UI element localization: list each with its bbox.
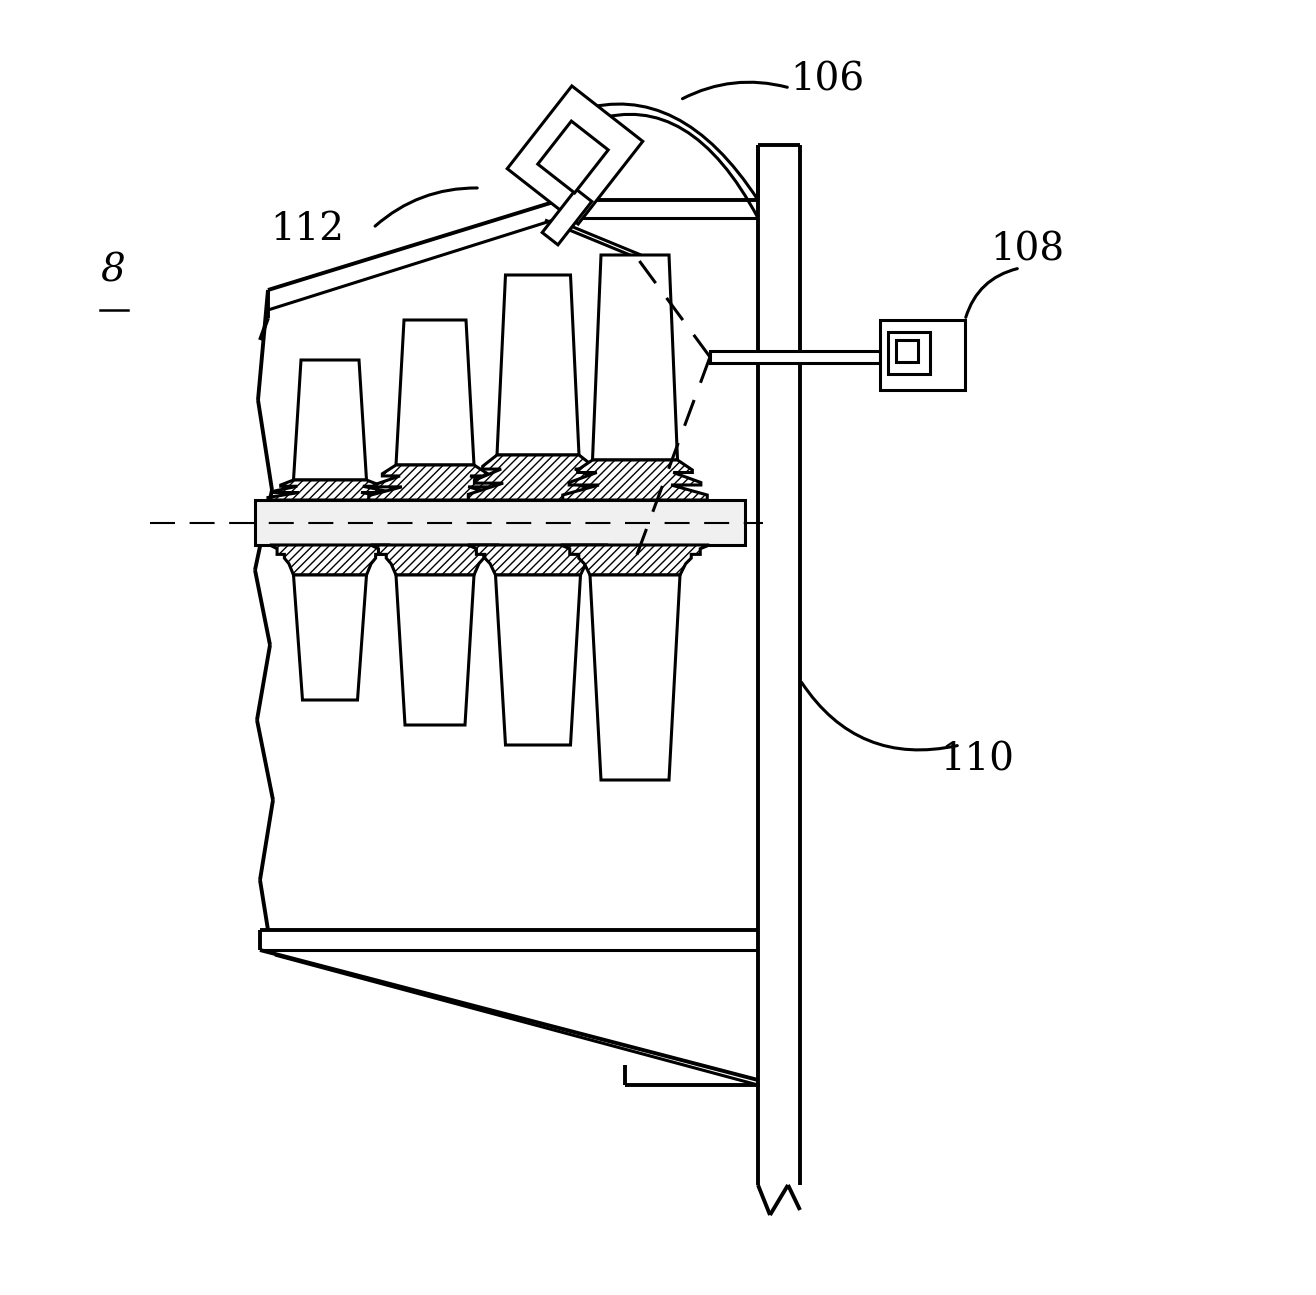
- Polygon shape: [542, 189, 592, 245]
- Polygon shape: [396, 320, 474, 465]
- Polygon shape: [368, 465, 501, 500]
- Polygon shape: [396, 575, 474, 725]
- Polygon shape: [497, 275, 579, 455]
- Text: 8: 8: [100, 253, 125, 290]
- Polygon shape: [293, 360, 366, 480]
- Polygon shape: [268, 480, 392, 500]
- Polygon shape: [592, 255, 678, 460]
- Bar: [896, 341, 919, 363]
- Bar: [880, 320, 965, 390]
- Bar: [711, 351, 880, 363]
- Polygon shape: [563, 460, 707, 500]
- Bar: [888, 332, 930, 374]
- Text: 106: 106: [790, 61, 865, 98]
- Polygon shape: [270, 545, 391, 575]
- Text: 108: 108: [990, 232, 1065, 268]
- Polygon shape: [496, 575, 580, 745]
- Polygon shape: [371, 545, 499, 575]
- Polygon shape: [561, 545, 709, 575]
- Polygon shape: [538, 120, 608, 193]
- Polygon shape: [468, 455, 608, 500]
- Polygon shape: [507, 85, 642, 224]
- Polygon shape: [590, 575, 680, 780]
- Polygon shape: [468, 545, 608, 575]
- Text: 112: 112: [270, 211, 343, 249]
- Text: 110: 110: [940, 742, 1015, 778]
- Polygon shape: [293, 575, 366, 701]
- Bar: [255, 500, 745, 545]
